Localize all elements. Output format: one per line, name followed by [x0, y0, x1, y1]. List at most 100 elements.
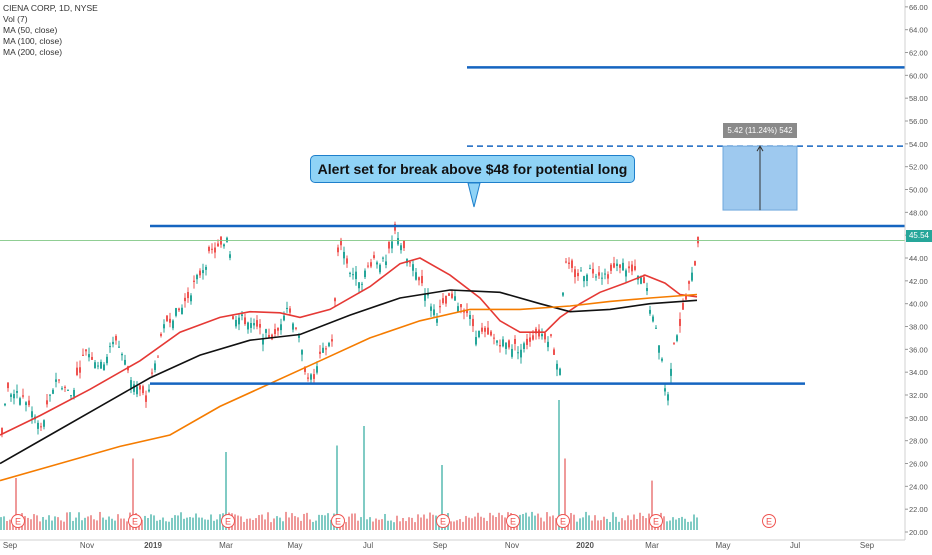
volume-bar: [126, 521, 128, 530]
candle-body: [505, 342, 507, 349]
volume-bar: [66, 512, 68, 530]
alert-callout[interactable]: Alert set for break above $48 for potent…: [310, 155, 635, 183]
price-tick-label: 62.00: [909, 49, 928, 58]
legend-ma50[interactable]: MA (50, close): [3, 25, 58, 35]
earnings-event-icon: [556, 514, 570, 528]
candle-body: [289, 308, 291, 313]
candle-body: [556, 363, 558, 370]
volume-bar: [147, 518, 149, 530]
volume-bar: [495, 517, 497, 530]
candle-body: [109, 346, 111, 348]
candle-body: [265, 329, 267, 333]
volume-bar: [471, 518, 473, 530]
candle-body: [670, 368, 672, 376]
candle-body: [697, 236, 699, 244]
volume-bar: [492, 515, 494, 530]
price-tick-label: 58.00: [909, 94, 928, 103]
legend-ma100[interactable]: MA (100, close): [3, 36, 63, 46]
volume-bar: [177, 515, 179, 530]
volume-bar: [483, 517, 485, 530]
candle-body: [277, 327, 279, 331]
volume-bar: [285, 511, 287, 530]
candle-body: [634, 266, 636, 270]
candle-body: [202, 270, 204, 274]
volume-bar: [213, 520, 215, 530]
volume-bar: [204, 519, 206, 530]
candle-body: [325, 348, 327, 350]
volume-bar: [336, 445, 338, 530]
candle-body: [466, 309, 468, 314]
legend-ma200[interactable]: MA (200, close): [3, 47, 63, 57]
volume-bar: [243, 521, 245, 530]
price-tick-label: 38.00: [909, 323, 928, 332]
candle-body: [514, 338, 516, 344]
volume-bar: [423, 514, 425, 530]
price-tick-label: 32.00: [909, 391, 928, 400]
drawing-layer: [0, 66, 905, 385]
volume-bar: [348, 516, 350, 530]
candle-body: [658, 345, 660, 353]
earnings-event-label: E: [653, 517, 659, 527]
legend-symbol[interactable]: CIENA CORP, 1D, NYSE: [3, 3, 98, 13]
candle-body: [13, 393, 15, 399]
volume-bar: [105, 519, 107, 530]
candle-body: [655, 327, 657, 329]
volume-bar: [612, 512, 614, 530]
volume-bar: [531, 511, 533, 530]
candle-body: [364, 270, 366, 278]
price-tick-label: 36.00: [909, 345, 928, 354]
legend-volume[interactable]: Vol (7): [3, 14, 28, 24]
price-tick-label: 44.00: [909, 254, 928, 263]
volume-bar: [93, 519, 95, 530]
candle-body: [625, 270, 627, 277]
candle-body: [379, 264, 381, 273]
volume-bar: [198, 517, 200, 530]
volume-bar: [468, 517, 470, 530]
volume-bar: [273, 518, 275, 530]
candle-body: [511, 348, 513, 357]
candle-body: [388, 241, 390, 249]
candle-body: [310, 374, 312, 380]
volume-bar: [249, 518, 251, 530]
candle-body: [589, 268, 591, 270]
volume-bar: [666, 521, 668, 530]
candle-body: [469, 314, 471, 319]
candle-body: [685, 294, 687, 300]
price-tick-label: 66.00: [909, 3, 928, 12]
candle-body: [208, 246, 210, 252]
volume-bar: [498, 512, 500, 530]
candle-body: [538, 329, 540, 337]
earnings-event-label: E: [440, 517, 446, 527]
candle-body: [124, 359, 126, 365]
candle-body: [319, 351, 321, 354]
volume-bar: [552, 515, 554, 530]
volume-bar: [525, 512, 527, 530]
volume-bar: [210, 514, 212, 530]
candle-body: [151, 372, 153, 374]
candle-body: [355, 271, 357, 280]
candle-body: [484, 327, 486, 332]
candle-body: [73, 389, 75, 397]
volume-bar: [564, 458, 566, 530]
candle-body: [487, 327, 489, 335]
volume-bar: [258, 515, 260, 530]
volume-bar: [630, 519, 632, 530]
candle-body: [343, 251, 345, 259]
volume-bar: [681, 516, 683, 530]
time-tick-label: Mar: [219, 541, 233, 550]
volume-bar: [369, 517, 371, 530]
candle-body: [328, 342, 330, 347]
candle-body: [118, 346, 120, 348]
candle-body: [565, 261, 567, 263]
volume-bar: [141, 519, 143, 530]
price-tick-label: 54.00: [909, 140, 928, 149]
volume-bar: [255, 518, 257, 530]
candle-body: [256, 320, 258, 327]
candle-body: [85, 349, 87, 352]
candle-body: [55, 379, 57, 382]
volume-bar: [651, 480, 653, 530]
candle-body: [250, 323, 252, 328]
candle-body: [322, 347, 324, 353]
